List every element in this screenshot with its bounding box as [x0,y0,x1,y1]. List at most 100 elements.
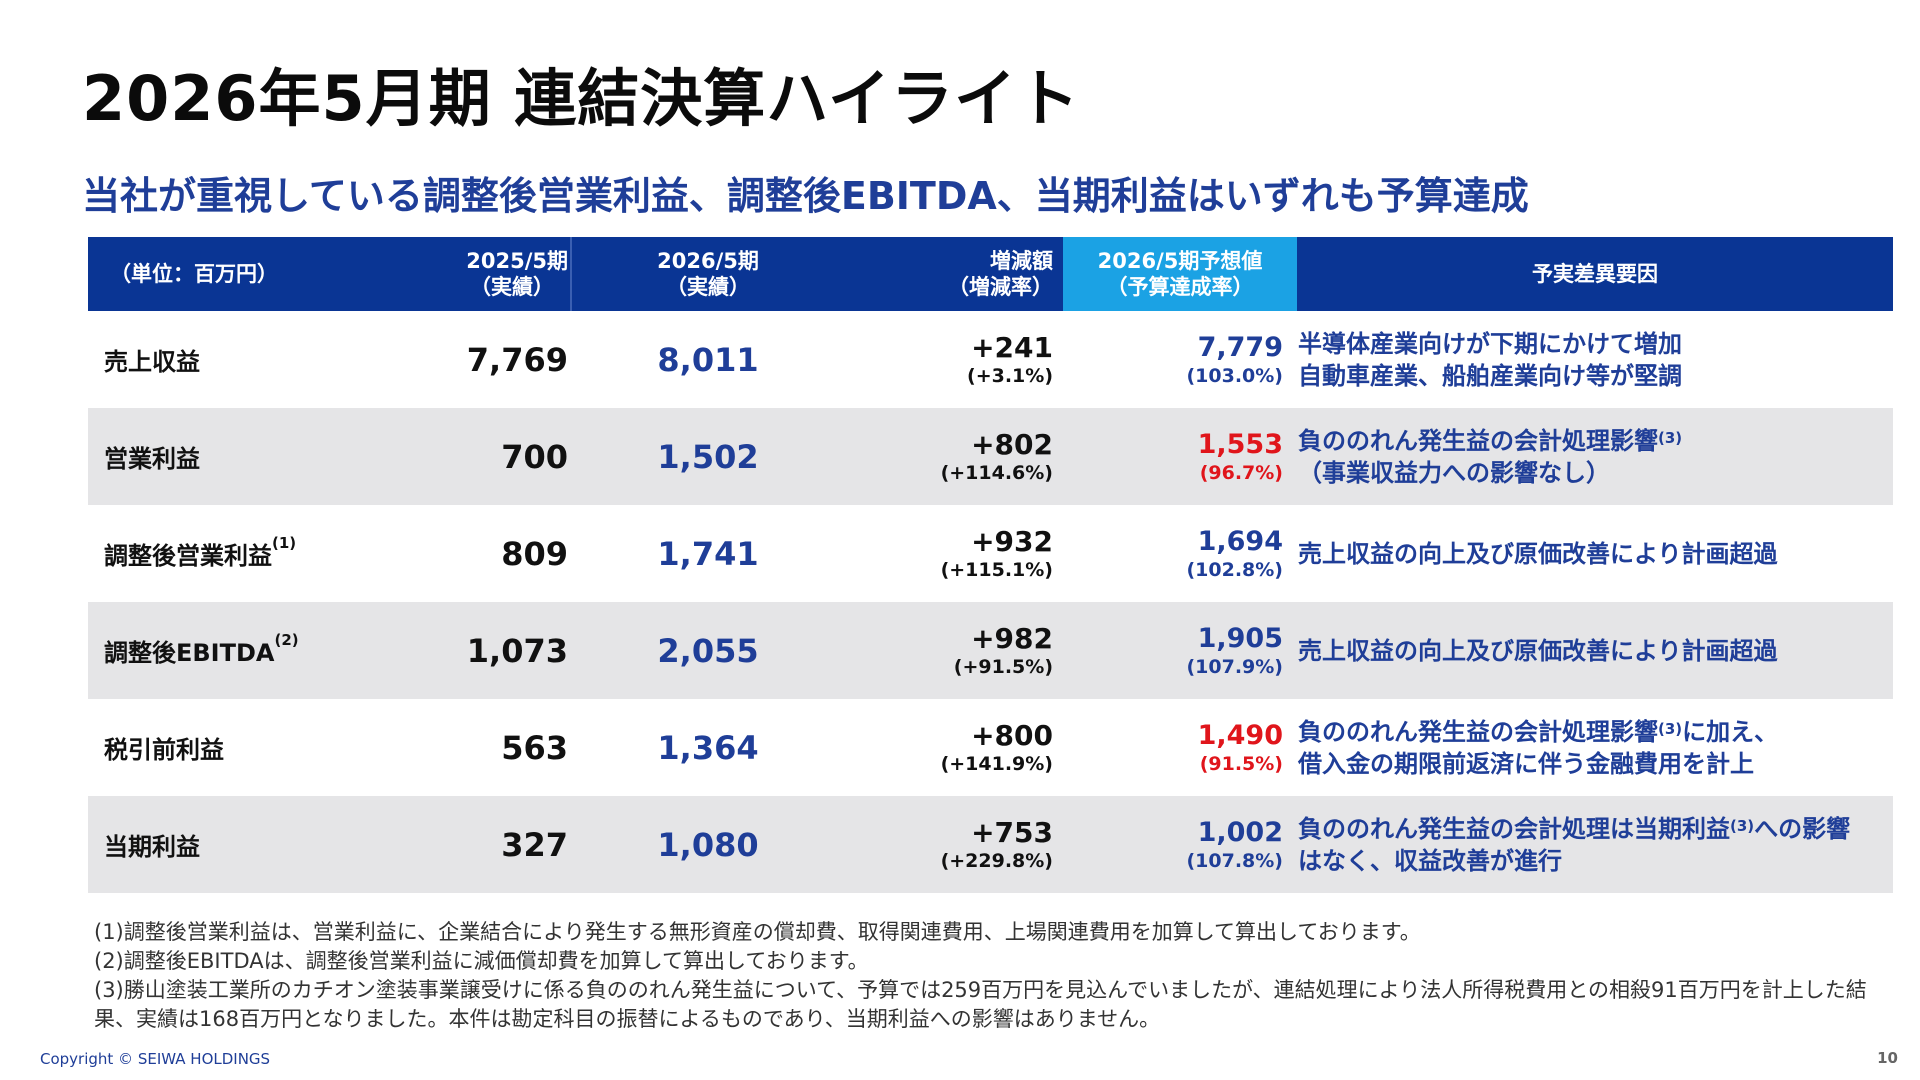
footnote-3: (3)勝山塗装工業所のカチオン塗装事業譲受けに係る負ののれん発生益について、予算… [94,978,1867,1031]
reason-line1: 売上収益の向上及び原価改善により計画超過 [1298,636,1778,665]
row-label: 税引前利益 [104,699,224,796]
value-2026: 1,364 [657,728,759,767]
table-row: 調整後営業利益(1) 809 1,741 +932 (+115.1%) 1,69… [88,505,1893,602]
reason-line2: （事業収益力への影響なし） [1298,458,1610,487]
reason-line2: はなく、収益改善が進行 [1298,846,1562,875]
col-2025-line1: 2025/5期 [466,249,568,273]
diff-rate: (+229.8%) [940,849,1053,872]
forecast-value: 1,490 [1197,719,1283,751]
footnote-ref: (3) [1730,816,1755,835]
reason-cell: 負ののれん発生益の会計処理影響(3)に加え、 借入金の期限前返済に伴う金融費用を… [1298,699,1893,796]
diff-rate: (+3.1%) [967,364,1053,387]
reason-line1: 売上収益の向上及び原価改善により計画超過 [1298,539,1778,568]
forecast-cell: 1,694 (102.8%) [1083,505,1283,602]
col-header-2026: 2026/5期 （実績） [568,237,818,311]
forecast-cell: 1,490 (91.5%) [1083,699,1283,796]
value-2026: 1,502 [657,437,759,476]
value-2025: 809 [501,534,568,573]
unit-label: （単位：百万円） [110,237,278,311]
col-header-diff: 増減額 （増減率） [858,237,1053,311]
col-forecast-line2: （予算達成率） [1106,275,1254,299]
diff-amount: +802 [971,427,1053,461]
row-label-text: 売上収益 [104,348,200,376]
forecast-cell: 1,905 (107.9%) [1083,602,1283,699]
footnote-1: (1)調整後営業利益は、営業利益に、企業結合により発生する無形資産の償却費、取得… [94,920,1421,944]
col-header-forecast: 2026/5期予想値 （予算達成率） [1063,237,1297,311]
achievement-rate: (107.9%) [1186,655,1283,678]
diff-rate: (+141.9%) [940,752,1053,775]
reason-line1: 負ののれん発生益の会計処理影響(3)に加え、 [1298,716,1893,748]
reason-line1: 負ののれん発生益の会計処理影響(3) [1298,425,1893,457]
reason-cell: 負ののれん発生益の会計処理影響(3) （事業収益力への影響なし） [1298,408,1893,505]
reason-cell: 負ののれん発生益の会計処理は当期利益(3)への影響 はなく、収益改善が進行 [1298,796,1893,893]
diff-rate: (+91.5%) [953,655,1053,678]
diff-cell: +802 (+114.6%) [858,408,1053,505]
col-2025-line2: （実績） [470,275,554,299]
table-row: 売上収益 7,769 8,011 +241 (+3.1%) 7,779 (103… [88,311,1893,408]
diff-cell: +932 (+115.1%) [858,505,1053,602]
value-2025: 1,073 [466,631,568,670]
copyright: Copyright © SEIWA HOLDINGS [40,1050,271,1068]
row-label: 調整後営業利益(1) [104,505,296,602]
value-2025: 700 [501,437,568,476]
footnote-2: (2)調整後EBITDAは、調整後営業利益に減価償却費を加算して算出しております… [94,949,869,973]
reason-line2: 自動車産業、船舶産業向け等が堅調 [1298,361,1682,390]
diff-cell: +241 (+3.1%) [858,311,1053,408]
col-reason-label: 予実差異要因 [1532,262,1658,286]
forecast-value: 1,905 [1197,622,1283,654]
reason-cell: 売上収益の向上及び原価改善により計画超過 [1298,505,1893,602]
reason-text: 負ののれん発生益の会計処理影響 [1298,717,1658,746]
achievement-rate: (102.8%) [1186,558,1283,581]
table-row: 営業利益 700 1,502 +802 (+114.6%) 1,553 (96.… [88,408,1893,505]
diff-cell: +800 (+141.9%) [858,699,1053,796]
row-label-text: 当期利益 [104,833,200,861]
row-label-text: 税引前利益 [104,736,224,764]
diff-cell: +753 (+229.8%) [858,796,1053,893]
table-row: 調整後EBITDA(2) 1,073 2,055 +982 (+91.5%) 1… [88,602,1893,699]
forecast-value: 1,694 [1197,525,1283,557]
achievement-rate: (96.7%) [1199,461,1283,484]
row-label: 当期利益 [104,796,200,893]
col-2026-line2: （実績） [666,275,750,299]
table-row: 当期利益 327 1,080 +753 (+229.8%) 1,002 (107… [88,796,1893,893]
reason-text: 半導体産業向けが下期にかけて増加 [1298,329,1682,358]
table-header: （単位：百万円） 2025/5期 （実績） 2026/5期 （実績） 増減額 （… [88,237,1893,311]
diff-amount: +241 [971,330,1053,364]
col-diff-line2: （増減率） [948,275,1053,299]
value-2026: 1,741 [657,534,759,573]
forecast-value: 1,553 [1197,428,1283,460]
row-label: 調整後EBITDA(2) [104,602,299,699]
row-label-text: 営業利益 [104,445,200,473]
reason-line2: 借入金の期限前返済に伴う金融費用を計上 [1298,749,1754,778]
diff-amount: +753 [971,815,1053,849]
reason-line1: 負ののれん発生益の会計処理は当期利益(3)への影響 [1298,813,1893,845]
diff-rate: (+115.1%) [940,558,1053,581]
achievement-rate: (107.8%) [1186,849,1283,872]
row-label-text: 調整後EBITDA [104,639,275,667]
reason-text: 負ののれん発生益の会計処理は当期利益 [1298,814,1730,843]
achievement-rate: (103.0%) [1186,364,1283,387]
reason-line1: 半導体産業向けが下期にかけて増加 [1298,328,1893,360]
forecast-cell: 1,553 (96.7%) [1083,408,1283,505]
diff-cell: +982 (+91.5%) [858,602,1053,699]
reason-tail: に加え、 [1682,717,1779,746]
reason-cell: 半導体産業向けが下期にかけて増加 自動車産業、船舶産業向け等が堅調 [1298,311,1893,408]
value-2025: 327 [501,825,568,864]
highlight-table: （単位：百万円） 2025/5期 （実績） 2026/5期 （実績） 増減額 （… [88,237,1893,893]
diff-amount: +800 [971,718,1053,752]
col-diff-line1: 増減額 [990,249,1053,273]
value-2026: 1,080 [657,825,759,864]
diff-amount: +932 [971,524,1053,558]
value-2025: 7,769 [466,340,568,379]
achievement-rate: (91.5%) [1199,752,1283,775]
col-header-2025: 2025/5期 （実績） [388,237,568,311]
diff-amount: +982 [971,621,1053,655]
diff-rate: (+114.6%) [940,461,1053,484]
col-2026-line1: 2026/5期 [657,249,759,273]
row-label: 売上収益 [104,311,200,408]
reason-cell: 売上収益の向上及び原価改善により計画超過 [1298,602,1893,699]
value-2026: 2,055 [657,631,759,670]
table-row: 税引前利益 563 1,364 +800 (+141.9%) 1,490 (91… [88,699,1893,796]
header-divider [570,237,572,311]
forecast-value: 1,002 [1197,816,1283,848]
